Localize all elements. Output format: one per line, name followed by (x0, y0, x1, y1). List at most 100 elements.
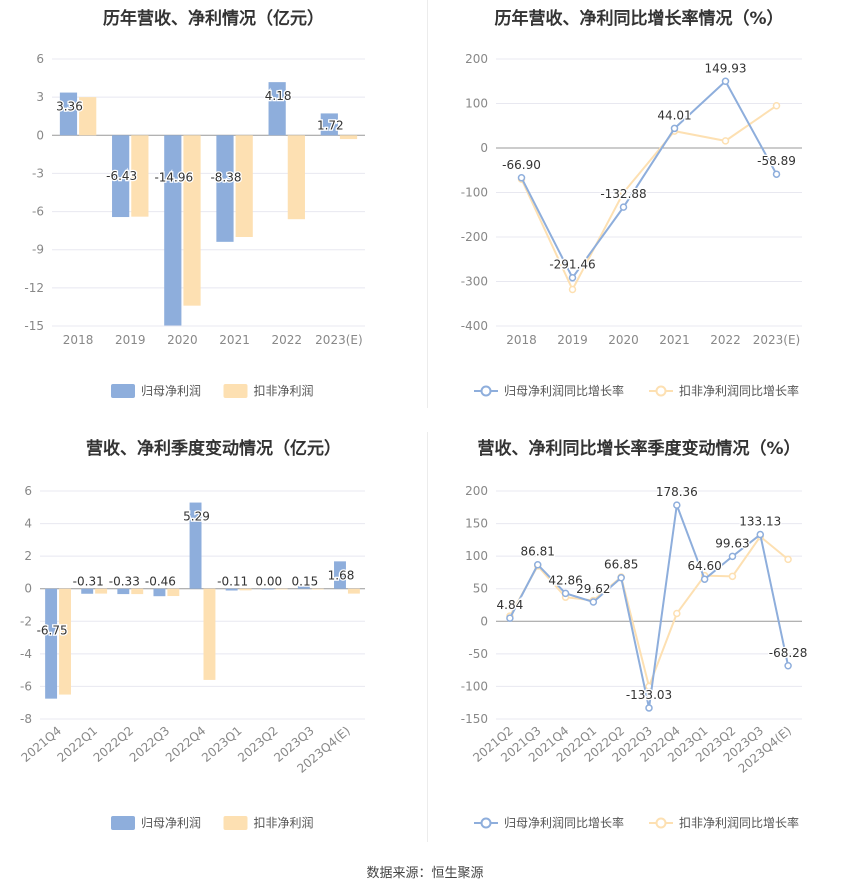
data-source-footer: 数据来源：恒生聚源 (366, 866, 484, 881)
bar (45, 588, 58, 699)
data-label: -68.28 (769, 646, 808, 660)
y-tick-label: 150 (465, 517, 488, 531)
y-tick-label: -50 (468, 647, 488, 661)
x-tick-label: 2021 (659, 333, 690, 347)
bar (334, 561, 346, 589)
data-point (533, 560, 542, 569)
data-label: -132.88 (600, 187, 646, 201)
data-label: 0.00 (255, 575, 282, 589)
data-label: 66.85 (604, 558, 638, 572)
data-label: 5.29 (183, 510, 210, 524)
y-tick-label: -15 (24, 319, 44, 333)
x-tick-label: 2019 (115, 333, 146, 347)
panel-divider-bottom (427, 432, 428, 842)
bar (275, 588, 288, 590)
y-tick-label: 100 (465, 549, 488, 563)
legend-label: 归母净利润同比增长率 (504, 815, 624, 830)
y-tick-label: 0 (480, 141, 488, 155)
chart-quarterly-profit: 6420-2-4-6-82021Q42022Q12022Q22022Q32022… (19, 484, 365, 830)
data-point (670, 124, 679, 133)
data-point (700, 575, 709, 583)
y-tick-label: -3 (32, 166, 44, 180)
bar (297, 586, 310, 589)
bar (225, 588, 238, 591)
chart-title-annual-profit: 历年营收、净利情况（亿元） (103, 9, 324, 29)
data-label: 64.60 (687, 559, 721, 573)
data-point (784, 662, 792, 670)
bar (131, 135, 149, 217)
chart-annual-growth: 200 100 0 -100 -200 -300 -400 2018 2019 2020 2021 2… (461, 52, 802, 398)
series-line (520, 104, 778, 292)
data-label: 1.72 (317, 118, 344, 132)
data-point (568, 285, 577, 294)
chart-quarterly-growth: 200150100500-50-100-1502021Q22021Q32021Q… (461, 484, 809, 830)
bar (216, 135, 234, 242)
data-label: -0.33 (109, 575, 140, 589)
data-point (506, 614, 514, 622)
y-tick-label: -9 (32, 243, 44, 257)
y-tick-label: 200 (465, 484, 488, 498)
y-tick-label: 2 (24, 549, 32, 563)
data-point (561, 589, 570, 598)
x-tick-label: 2022 (271, 333, 302, 347)
data-point (617, 573, 625, 582)
bar (164, 135, 182, 326)
data-point (756, 530, 765, 539)
data-label: 86.81 (521, 545, 555, 559)
y-tick-label: -6 (32, 205, 44, 219)
bar (347, 588, 360, 594)
data-label: 99.63 (715, 536, 749, 550)
y-tick-label: -12 (24, 281, 44, 295)
data-point (619, 203, 628, 211)
data-point (728, 552, 737, 561)
y-tick-label: -8 (20, 712, 32, 726)
data-label: -66.90 (502, 158, 541, 172)
bar (81, 588, 94, 594)
y-tick-label: -2 (20, 614, 32, 628)
x-tick-label: 2023(E) (315, 333, 362, 347)
y-tick-label: -100 (461, 679, 488, 693)
legend-swatch-icon (111, 816, 135, 830)
legend-marker-icon (655, 817, 667, 829)
bar (261, 588, 274, 590)
bar (339, 135, 358, 140)
data-point (784, 555, 792, 564)
y-tick-label: 6 (24, 484, 32, 498)
legend-swatch-icon (111, 384, 135, 398)
x-tick-label: 2023(E) (753, 333, 800, 347)
data-label: -291.46 (549, 258, 595, 272)
x-tick-label: 2022 (710, 333, 741, 347)
bar (167, 588, 180, 597)
series-line (520, 79, 778, 280)
data-point (772, 170, 781, 178)
data-label: 133.13 (739, 515, 781, 529)
bar (189, 502, 202, 589)
legend-marker-icon (480, 385, 492, 397)
data-label: 42.86 (548, 573, 582, 587)
x-tick-label: 2021 (219, 333, 250, 347)
data-label: 149.93 (705, 61, 747, 75)
data-point (728, 572, 737, 581)
y-tick-label: -300 (461, 275, 488, 289)
bar (112, 135, 130, 218)
y-tick-label: -100 (461, 186, 488, 200)
y-tick-label: 0 (24, 582, 32, 596)
data-label: -58.89 (757, 154, 796, 168)
bar (287, 135, 305, 220)
data-label: -8.38 (210, 170, 241, 184)
data-point (772, 101, 781, 110)
data-label: -0.31 (73, 575, 104, 589)
chart-title-quarterly-growth: 营收、净利同比增长率季度变动情况（%） (477, 439, 801, 459)
y-tick-label: -6 (20, 679, 32, 693)
x-tick-label: 2020 (608, 333, 639, 347)
bar (183, 135, 201, 306)
data-label: 4.18 (265, 89, 292, 103)
chart-title-quarterly-profit: 营收、净利季度变动情况（亿元） (86, 439, 341, 459)
y-tick-label: 200 (465, 52, 488, 66)
data-label: -0.46 (145, 575, 176, 589)
y-tick-label: 4 (24, 517, 32, 531)
y-tick-label: -200 (461, 230, 488, 244)
legend-marker-icon (480, 817, 492, 829)
data-label: -133.03 (626, 688, 672, 702)
x-tick-label: 2018 (63, 333, 94, 347)
